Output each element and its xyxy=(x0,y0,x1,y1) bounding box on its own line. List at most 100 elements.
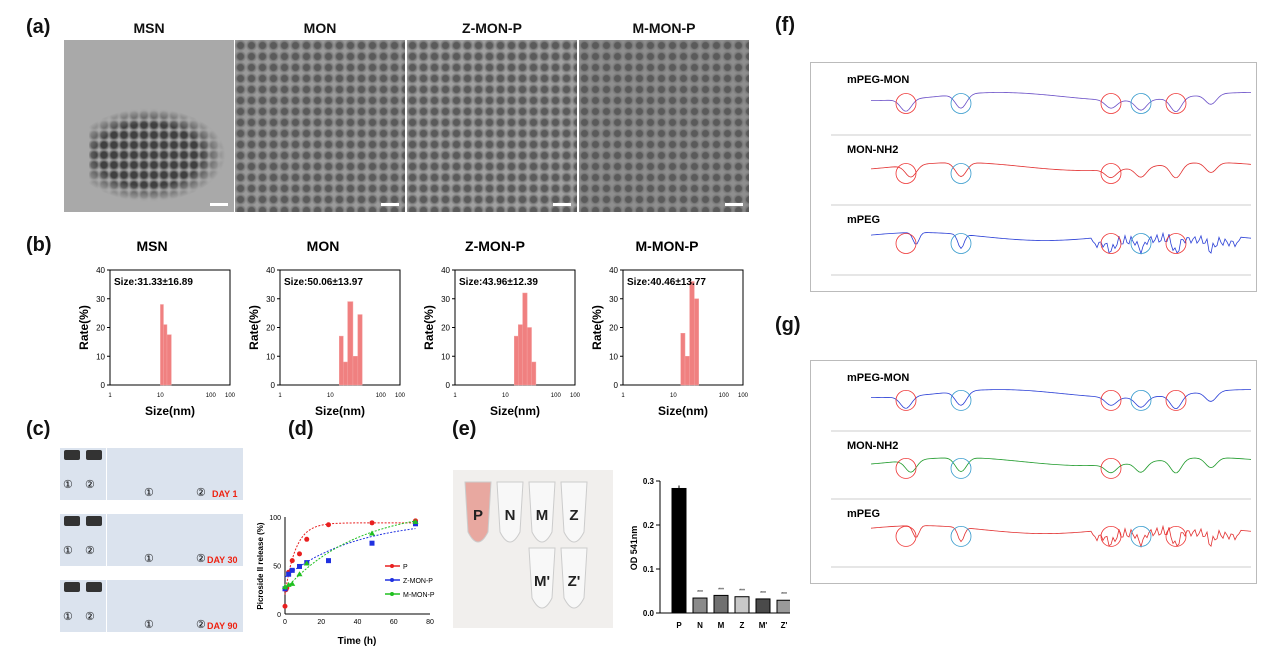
x-tick-label: 100 xyxy=(551,393,562,399)
data-point xyxy=(369,540,375,546)
y-tick-label: 10 xyxy=(609,352,618,361)
vial-cap xyxy=(64,516,80,526)
legend-marker xyxy=(390,578,394,582)
hist-title: MSN xyxy=(136,238,167,254)
data-point xyxy=(297,551,302,557)
x-tick-label: 1 xyxy=(278,393,282,399)
fit-curve-M-MON-P xyxy=(284,520,416,591)
legend-marker xyxy=(390,564,394,568)
data-point xyxy=(412,518,419,524)
peak-circle xyxy=(895,390,917,411)
peak-circle xyxy=(1165,93,1187,114)
y-axis-label: OD 541nm xyxy=(629,526,639,571)
hist-bar xyxy=(518,324,523,386)
hist-bar xyxy=(347,301,354,386)
sample-marker: ① xyxy=(63,611,73,623)
size-annotation: Size:40.46±13.77 xyxy=(627,277,706,288)
data-point xyxy=(326,558,331,564)
x-axis-label: Size(nm) xyxy=(315,404,365,418)
hist-bar xyxy=(680,333,686,386)
hist-bar xyxy=(522,292,528,386)
y-tick-label: 20 xyxy=(441,324,450,333)
spectrum-line xyxy=(870,524,1252,549)
x-tick-label: 10 xyxy=(327,393,334,399)
bar xyxy=(755,598,771,614)
vial-cap xyxy=(86,582,102,592)
sample-marker: ① xyxy=(144,619,154,631)
x-axis-label: Time (h) xyxy=(338,636,377,647)
bar xyxy=(734,596,750,614)
tube-label: M xyxy=(536,507,549,524)
hist-bar xyxy=(352,356,359,386)
ftir-panel-g: mPEG-MON MON-NH2 mPEG xyxy=(810,360,1257,584)
fit-curve-Z-MON-P xyxy=(284,528,416,578)
peak-circle xyxy=(1165,233,1187,254)
x-tick-label: Z' xyxy=(781,621,788,630)
legend-label: Z-MON-P xyxy=(403,578,433,585)
tem-image-mon xyxy=(235,40,405,212)
hist-bar xyxy=(531,361,537,386)
peak-circle xyxy=(895,163,917,184)
data-point xyxy=(303,560,310,566)
day-label: DAY 90 xyxy=(207,621,238,631)
panel-label-d: (d) xyxy=(288,418,314,440)
y-tick-label: 30 xyxy=(441,295,450,304)
x-tick-label: P xyxy=(676,621,682,630)
peak-circle xyxy=(1165,525,1187,547)
significance-label: *** xyxy=(697,590,703,596)
tube-label: M' xyxy=(534,573,550,590)
size-annotation: Size:31.33±16.89 xyxy=(114,277,193,288)
y-tick-label: 0.3 xyxy=(643,477,655,486)
y-tick-label: 40 xyxy=(609,266,618,275)
legend-marker xyxy=(390,592,394,596)
size-annotation: Size:43.96±12.39 xyxy=(459,277,538,288)
panel-label-c: (c) xyxy=(26,418,51,440)
y-tick-label: 30 xyxy=(266,295,275,304)
solution-photo-day1 xyxy=(107,448,243,500)
peak-circle xyxy=(895,233,917,254)
solution-photo-day30 xyxy=(107,514,243,566)
hist-bar xyxy=(357,314,363,386)
hist-bar xyxy=(166,334,172,386)
data-point xyxy=(286,571,292,577)
spectrum-label: mPEG xyxy=(847,508,880,520)
tem-title-mon: MON xyxy=(303,20,337,36)
vial-cap xyxy=(86,516,102,526)
x-tick-label: 100 xyxy=(395,393,406,399)
hist-bar xyxy=(339,335,344,386)
x-axis-label: Size(nm) xyxy=(658,404,708,418)
y-tick-label: 40 xyxy=(266,266,275,275)
peak-circle xyxy=(1100,233,1122,254)
sample-marker: ② xyxy=(85,611,95,623)
size-annotation: Size:50.06±13.97 xyxy=(284,277,363,288)
day-label: DAY 1 xyxy=(212,489,238,499)
y-tick-label: 50 xyxy=(273,564,281,571)
peak-circle xyxy=(950,458,972,479)
histogram-2: Z-MON-P 0 10 20 30 40 1 10 100 100 Size:43.96±12.3… xyxy=(422,238,581,418)
x-tick-label: M' xyxy=(759,621,768,630)
sample-marker: ① xyxy=(63,545,73,557)
tem-image-m-mon-p xyxy=(579,40,749,212)
hist-bar xyxy=(343,361,348,386)
peak-circle xyxy=(1100,458,1122,479)
hist-title: MON xyxy=(307,238,340,254)
data-point xyxy=(304,536,310,542)
x-tick-label: 10 xyxy=(670,393,677,399)
x-tick-label: 1 xyxy=(621,393,625,399)
x-tick-label: 40 xyxy=(354,619,362,626)
hist-bar xyxy=(689,281,695,386)
significance-label: *** xyxy=(760,591,766,597)
hist-title: M-MON-P xyxy=(636,238,699,254)
panel-label-b: (b) xyxy=(26,234,52,256)
sample-marker: ① xyxy=(63,479,73,491)
tube-label: P xyxy=(473,507,483,524)
y-axis-label: Rate(%) xyxy=(422,305,436,350)
spectrum-line xyxy=(870,389,1252,410)
y-tick-label: 0.0 xyxy=(643,609,655,618)
significance-label: *** xyxy=(739,589,745,595)
y-tick-label: 20 xyxy=(96,324,105,333)
peak-circle xyxy=(950,390,972,411)
spectrum-label: mPEG-MON xyxy=(847,372,909,384)
x-tick-label: 20 xyxy=(317,619,325,626)
